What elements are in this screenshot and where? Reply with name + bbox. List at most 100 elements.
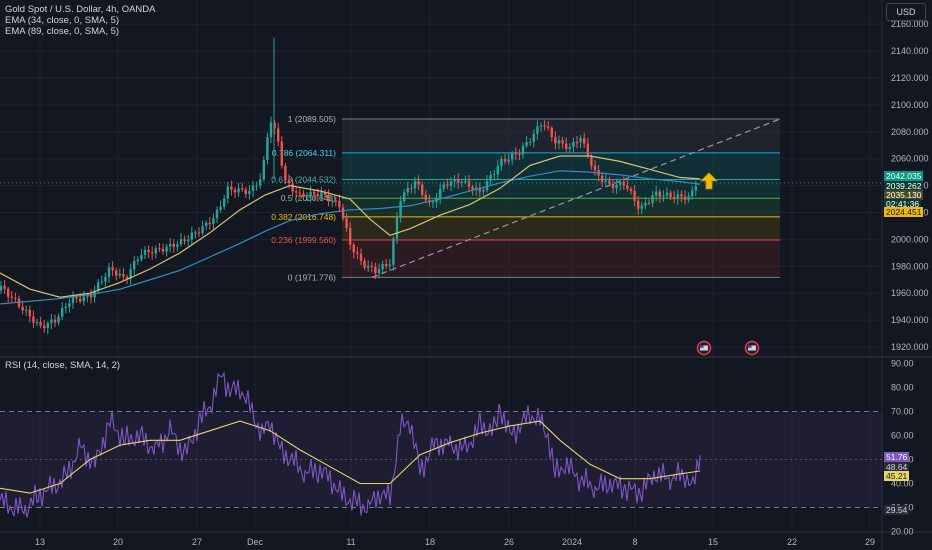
candle-body [449, 181, 453, 187]
last-price-tag: 2042.035 [884, 171, 924, 181]
candle-body [169, 243, 172, 247]
up-candle [536, 120, 539, 140]
down-candle [554, 131, 557, 150]
up-arrow-icon [700, 172, 718, 190]
candle-body [280, 141, 283, 166]
up-candle [223, 194, 226, 210]
down-candle [115, 267, 118, 281]
up-candle [212, 213, 215, 231]
down-candle [10, 290, 13, 304]
ema34-line [0, 155, 701, 298]
up-candle [190, 226, 193, 246]
down-candle [417, 175, 420, 191]
candle-body [269, 122, 273, 138]
candle-body [629, 188, 633, 192]
candle-body [424, 194, 427, 201]
fib-level-label: 1 (2089.505) [288, 114, 336, 124]
up-candle [165, 244, 168, 257]
candle-body [208, 222, 211, 225]
fib-level-label: 0.618 (2044.532) [271, 175, 336, 185]
candle-body [485, 180, 489, 191]
down-candle [158, 242, 161, 253]
candle-body [421, 184, 424, 195]
up-candle [521, 142, 525, 159]
up-candle [176, 240, 179, 252]
down-candle [518, 149, 521, 161]
candle-body [694, 186, 697, 191]
candle-body [176, 244, 179, 248]
down-candle [21, 300, 24, 315]
up-candle [68, 298, 71, 313]
up-candle [640, 201, 643, 215]
candle-body [53, 319, 57, 323]
candle-body [125, 276, 129, 279]
candle-body [338, 200, 341, 208]
rsi-axis-label: 20.00 [891, 527, 914, 537]
candle-body [601, 175, 604, 182]
down-candle [277, 122, 280, 147]
candle-body [57, 316, 60, 323]
candle-body [39, 321, 42, 326]
candle-body [241, 188, 244, 190]
candle-body [201, 226, 204, 234]
candle-body [316, 194, 319, 197]
candle-body [147, 249, 150, 253]
candle-body [237, 188, 240, 193]
up-candle [205, 220, 208, 231]
candle-body [219, 206, 222, 210]
rsi-axis-label: 70.00 [891, 407, 914, 417]
candle-body [640, 205, 643, 209]
currency-button[interactable]: USD [886, 3, 926, 21]
up-candle [35, 318, 39, 327]
up-candle [305, 191, 309, 202]
up-candle [71, 291, 75, 309]
candle-body [575, 141, 579, 143]
economic-event-icon [696, 340, 712, 356]
down-candle [359, 248, 363, 265]
candle-body [277, 128, 280, 142]
down-candle [345, 213, 348, 232]
price-tag-2: 2039.262 [884, 181, 924, 191]
candle-body [25, 309, 28, 311]
up-candle [439, 183, 442, 204]
candle-body [334, 200, 337, 202]
up-candle [507, 153, 510, 165]
candle-body [133, 261, 136, 270]
candle-body [248, 190, 251, 194]
candle-body [687, 196, 690, 200]
candle-body [547, 126, 550, 129]
up-candle [655, 185, 658, 202]
candle-body [165, 246, 168, 252]
candle-body [626, 185, 629, 189]
chart-title: Gold Spot / U.S. Dollar, 4h, OANDA [5, 4, 156, 15]
candle-body [370, 266, 373, 268]
price-axis-label: 2120.000 [891, 73, 929, 83]
down-candle [608, 176, 611, 187]
down-candle [370, 261, 373, 273]
candle-body [46, 323, 49, 329]
down-candle [673, 191, 676, 204]
down-candle [291, 178, 294, 198]
candle-body [478, 187, 481, 192]
up-candle [406, 181, 409, 196]
candle-body [385, 263, 388, 267]
candle-body [410, 187, 413, 189]
fib-level-label: 0.786 (2064.311) [272, 148, 336, 158]
down-candle [341, 203, 345, 222]
candle-body [392, 238, 395, 265]
candle-body [259, 179, 262, 186]
up-candle [129, 263, 132, 285]
candle-body [115, 270, 118, 276]
down-candle [410, 183, 413, 194]
down-candle [352, 242, 355, 259]
fib-level-label: 0.382 (2016.748) [271, 212, 336, 222]
candle-body [100, 281, 103, 283]
price-axis-label: 1920.000 [891, 342, 929, 352]
rsi-axis-label: 60.00 [891, 431, 914, 441]
candle-body [637, 200, 640, 209]
candle-body [417, 181, 420, 185]
rsi-axis-label: 80.00 [891, 383, 914, 393]
candle-body [593, 165, 597, 170]
